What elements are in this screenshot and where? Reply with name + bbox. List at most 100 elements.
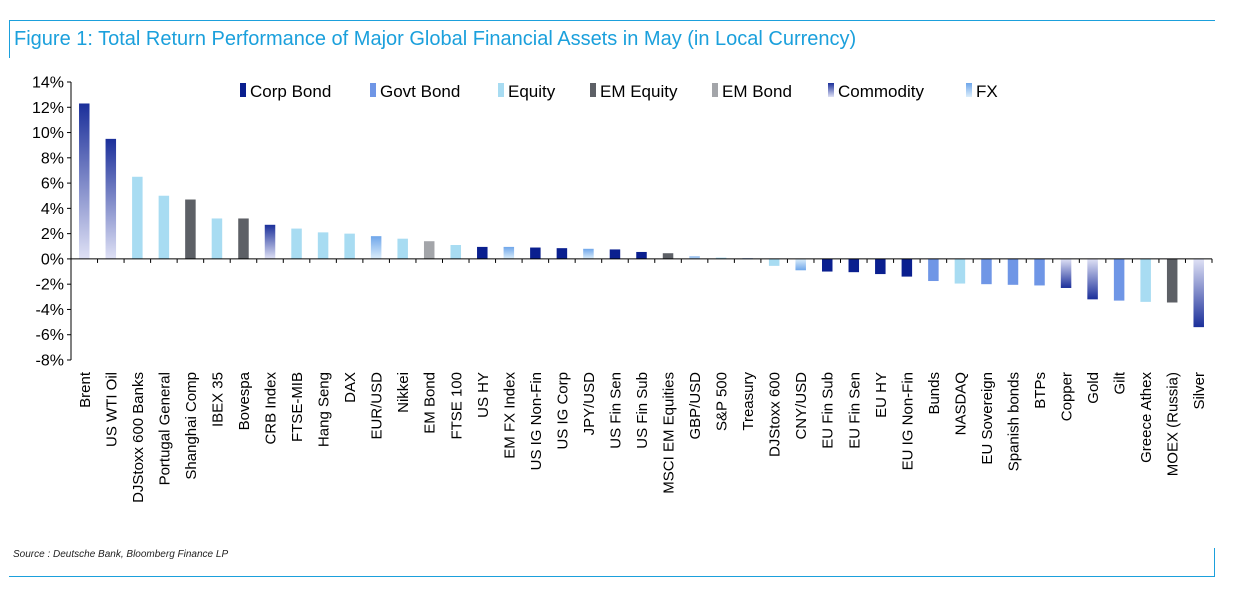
x-tick-label: US IG Non-Fin (528, 372, 545, 470)
bar (689, 256, 700, 259)
bar (423, 241, 435, 259)
legend-swatch-corp-bond (240, 83, 246, 97)
bar (1087, 258, 1098, 300)
x-tick-label: DAX (342, 372, 359, 403)
bar (503, 246, 515, 259)
x-tick-label: Brent (77, 371, 94, 408)
x-tick-label: EM FX Index (501, 372, 518, 459)
bar (158, 195, 170, 259)
y-tick-label: 6% (41, 176, 64, 193)
x-tick-label: Spanish bonds (1005, 372, 1022, 471)
bar (397, 238, 408, 259)
bar (848, 258, 860, 273)
x-tick-label: US HY (475, 372, 492, 418)
x-tick-label: EM Bond (422, 372, 439, 434)
bar (185, 199, 196, 259)
frame-left-rule (9, 20, 10, 58)
x-tick-label: Shanghai Comp (183, 372, 200, 480)
bar (1193, 258, 1204, 328)
bar (1034, 258, 1045, 286)
legend-label: FX (976, 82, 998, 101)
bar (795, 258, 806, 271)
x-tick-label: Bovespa (236, 371, 253, 430)
x-tick-label: Silver (1191, 372, 1208, 410)
bar (344, 233, 355, 259)
bar (981, 258, 992, 285)
x-tick-label: FTSE 100 (448, 372, 465, 440)
x-tick-label: CRB Index (263, 372, 280, 445)
frame-right-rule (1214, 548, 1215, 576)
y-tick-label: -4% (36, 302, 64, 319)
legend-swatch-fx (966, 83, 972, 97)
bar (636, 251, 647, 259)
bar (662, 253, 674, 259)
bar (211, 218, 223, 259)
x-tick-label: S&P 500 (714, 372, 731, 431)
x-tick-label: US WTI Oil (103, 372, 120, 447)
x-tick-label: DJStoxx 600 Banks (130, 372, 147, 503)
bar (901, 258, 913, 277)
x-tick-label: BTPs (1032, 372, 1049, 409)
source-note: Source : Deutsche Bank, Bloomberg Financ… (13, 549, 229, 560)
bar (264, 224, 276, 259)
x-tick-label: CNY/USD (793, 372, 810, 440)
x-tick-label: EU HY (873, 372, 890, 418)
x-tick-label: US Fin Sen (607, 372, 624, 449)
x-tick-label: MSCI EM Equities (661, 372, 678, 494)
legend-swatch-govt-bond (370, 83, 376, 97)
bar (530, 247, 541, 259)
x-tick-label: NASDAQ (952, 372, 969, 435)
y-axis: 14% 12% 10% 8% 6% 4% 2% 0% -2% -4% -6% -8% (32, 75, 72, 370)
x-tick-label: EUR/USD (369, 372, 386, 440)
x-tick-label: JPY/USD (581, 372, 598, 436)
x-tick-label: FTSE-MIB (289, 372, 306, 442)
y-tick-label: 4% (41, 201, 64, 218)
bar (583, 248, 594, 259)
x-tick-label: MOEX (Russia) (1165, 372, 1182, 476)
bar (317, 232, 329, 259)
legend-label: Equity (508, 82, 556, 101)
bar (928, 258, 939, 282)
bar (1166, 258, 1178, 303)
bar (79, 103, 90, 259)
x-tick-label: EU Sovereign (979, 372, 996, 465)
legend-label: EM Equity (600, 82, 678, 101)
x-tick-label: US Fin Sub (634, 372, 651, 449)
bar (238, 218, 249, 259)
x-tick-label: Greece Athex (1138, 372, 1155, 463)
y-tick-label: 2% (41, 226, 64, 243)
legend-swatch-equity (498, 83, 504, 97)
bar (105, 138, 117, 259)
bar (821, 258, 833, 272)
bars (70, 103, 1213, 328)
x-tick-label: GBP/USD (687, 372, 704, 440)
x-tick-label: Gold (1085, 372, 1102, 404)
chart-title: Figure 1: Total Return Performance of Ma… (14, 28, 857, 50)
bar (1060, 258, 1072, 288)
y-tick-label: 14% (32, 75, 64, 92)
x-tick-label: Hang Seng (316, 372, 333, 447)
y-tick-label: 12% (32, 100, 64, 117)
x-tick-label: EU Fin Sen (846, 372, 863, 449)
bar (875, 258, 886, 275)
y-tick-label: -8% (36, 353, 64, 370)
bar (132, 176, 143, 259)
y-tick-label: 10% (32, 125, 64, 142)
bar (715, 257, 727, 259)
legend-swatch-em-equity (590, 83, 596, 97)
x-tick-label: EU IG Non-Fin (899, 372, 916, 470)
x-tick-label: Gilt (1112, 371, 1129, 394)
bar (370, 236, 382, 259)
bar (1113, 258, 1125, 301)
y-tick-label: 0% (41, 251, 64, 268)
x-tick-label: DJStoxx 600 (767, 372, 784, 457)
y-tick-label: -6% (36, 327, 64, 344)
x-tick-label: Treasury (740, 372, 757, 431)
legend-label: EM Bond (722, 82, 792, 101)
bar (609, 249, 621, 259)
x-tick-label: Nikkei (395, 372, 412, 413)
bar (450, 245, 462, 259)
bar (1007, 258, 1019, 285)
x-tick-label: IBEX 35 (209, 372, 226, 427)
